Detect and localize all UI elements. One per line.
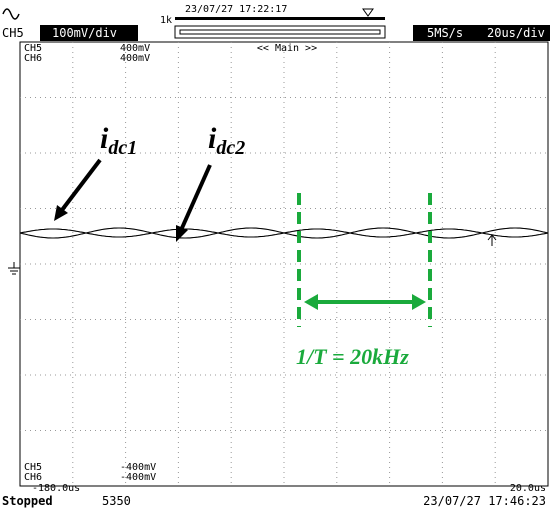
view: << Main >> [257, 43, 317, 54]
sample-rate: 5MS/s [427, 26, 463, 40]
time-box [413, 25, 550, 41]
status-time: 23/07/27 17:46:23 [423, 494, 546, 508]
timestamp: 23/07/27 17:22:17 [185, 4, 287, 15]
label-sub: dc1 [108, 137, 137, 159]
logo [2, 8, 20, 20]
ground-symbol [8, 262, 20, 275]
arrow-head [176, 225, 188, 242]
scale-box [40, 25, 138, 41]
state: Stopped [2, 494, 53, 508]
period-label: 1/T = 20kHz [296, 344, 409, 369]
waveform [19, 228, 549, 238]
time-end: 20.0us [510, 483, 546, 494]
channel: CH5 [2, 26, 24, 40]
grid [20, 42, 548, 486]
zoom-window [179, 29, 381, 35]
record-bar [175, 17, 385, 20]
zoom-bar [174, 25, 386, 39]
scale: 100mV/div [52, 26, 117, 40]
arrow-head [54, 205, 68, 221]
time-start: -180.0us [32, 483, 80, 494]
bottom-value: -400mV [120, 472, 156, 483]
label-sub: dc2 [216, 137, 245, 159]
trigger-marker [362, 8, 374, 17]
arrow [180, 164, 212, 229]
arrow [60, 158, 102, 212]
bottom-ch: CH5 [24, 462, 42, 473]
top-ch: CH6 [24, 53, 42, 64]
bottom-ch: CH6 [24, 472, 42, 483]
trace-label: idc1 [100, 122, 137, 159]
zoom: 1k [160, 15, 172, 26]
top-ch: CH5 [24, 43, 42, 54]
bottom-value: -400mV [120, 462, 156, 473]
top-value: 400mV [120, 43, 150, 54]
label-main: i [100, 122, 109, 155]
top-value: 400mV [120, 53, 150, 64]
arrow-head [304, 294, 426, 310]
trace-label: idc2 [208, 122, 245, 159]
time-scale: 20us/div [487, 26, 545, 40]
count: 5350 [102, 494, 131, 508]
label-main: i [208, 122, 217, 155]
